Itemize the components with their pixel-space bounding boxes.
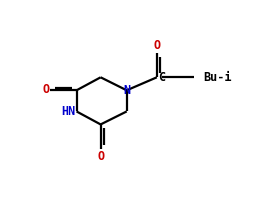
Text: N: N <box>123 84 130 97</box>
Text: HN: HN <box>61 105 76 118</box>
Text: O: O <box>153 39 160 52</box>
Text: O: O <box>97 150 104 163</box>
Text: C: C <box>158 71 165 84</box>
Text: Bu-i: Bu-i <box>203 71 232 84</box>
Text: O: O <box>42 83 49 96</box>
